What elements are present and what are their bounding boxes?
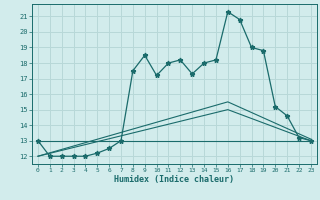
X-axis label: Humidex (Indice chaleur): Humidex (Indice chaleur) [115, 175, 234, 184]
